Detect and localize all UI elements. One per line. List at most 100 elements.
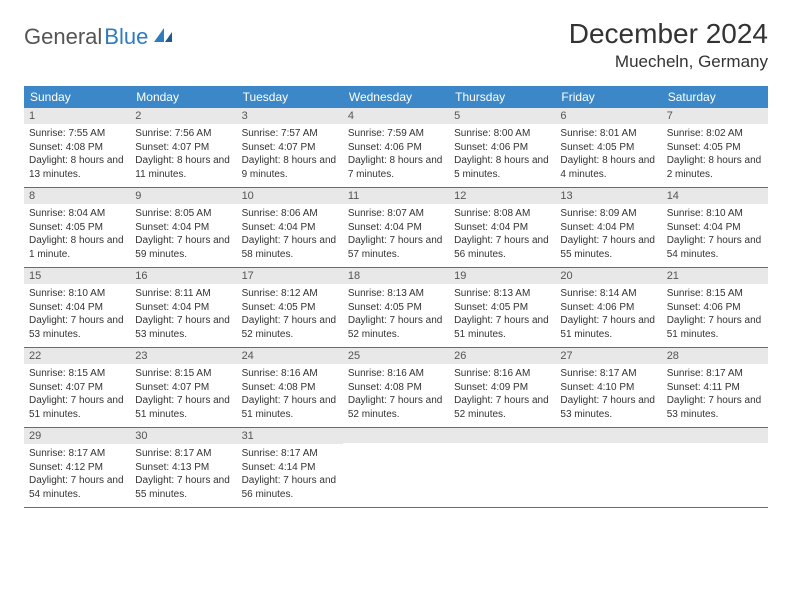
sunrise-line: Sunrise: 8:07 AM [348, 207, 444, 221]
daylight-line: Daylight: 7 hours and 51 minutes. [560, 314, 656, 341]
sunrise-line: Sunrise: 8:16 AM [454, 367, 550, 381]
logo-text-general: General [24, 24, 102, 50]
sunrise-line: Sunrise: 8:11 AM [135, 287, 231, 301]
day-number: 9 [130, 188, 236, 204]
day-body: Sunrise: 8:16 AMSunset: 4:08 PMDaylight:… [343, 364, 449, 427]
day-body-empty [449, 443, 555, 491]
day-body: Sunrise: 8:17 AMSunset: 4:11 PMDaylight:… [662, 364, 768, 427]
sunset-line: Sunset: 4:04 PM [135, 301, 231, 315]
day-body-empty [555, 443, 661, 491]
sunrise-line: Sunrise: 8:15 AM [29, 367, 125, 381]
sunset-line: Sunset: 4:08 PM [29, 141, 125, 155]
day-body: Sunrise: 7:55 AMSunset: 4:08 PMDaylight:… [24, 124, 130, 187]
sunset-line: Sunset: 4:04 PM [348, 221, 444, 235]
daylight-line: Daylight: 8 hours and 11 minutes. [135, 154, 231, 181]
sunrise-line: Sunrise: 8:16 AM [348, 367, 444, 381]
weekday-header: Saturday [662, 86, 768, 108]
calendar-cell: 18Sunrise: 8:13 AMSunset: 4:05 PMDayligh… [343, 268, 449, 348]
calendar-cell: 14Sunrise: 8:10 AMSunset: 4:04 PMDayligh… [662, 188, 768, 268]
calendar-cell: 26Sunrise: 8:16 AMSunset: 4:09 PMDayligh… [449, 348, 555, 428]
sunrise-line: Sunrise: 8:10 AM [667, 207, 763, 221]
sunrise-line: Sunrise: 8:14 AM [560, 287, 656, 301]
day-body: Sunrise: 8:14 AMSunset: 4:06 PMDaylight:… [555, 284, 661, 347]
day-body: Sunrise: 8:15 AMSunset: 4:07 PMDaylight:… [24, 364, 130, 427]
daylight-line: Daylight: 7 hours and 51 minutes. [29, 394, 125, 421]
sunset-line: Sunset: 4:10 PM [560, 381, 656, 395]
day-body: Sunrise: 8:04 AMSunset: 4:05 PMDaylight:… [24, 204, 130, 267]
weekday-header: Monday [130, 86, 236, 108]
logo-text-blue: Blue [104, 24, 148, 50]
daylight-line: Daylight: 7 hours and 53 minutes. [135, 314, 231, 341]
day-number-empty [555, 428, 661, 443]
weekday-header: Wednesday [343, 86, 449, 108]
calendar-cell: 29Sunrise: 8:17 AMSunset: 4:12 PMDayligh… [24, 428, 130, 508]
day-body-empty [343, 443, 449, 491]
sunset-line: Sunset: 4:07 PM [135, 141, 231, 155]
daylight-line: Daylight: 7 hours and 55 minutes. [560, 234, 656, 261]
calendar-cell: 30Sunrise: 8:17 AMSunset: 4:13 PMDayligh… [130, 428, 236, 508]
calendar-cell: 3Sunrise: 7:57 AMSunset: 4:07 PMDaylight… [237, 108, 343, 188]
sunset-line: Sunset: 4:04 PM [29, 301, 125, 315]
daylight-line: Daylight: 8 hours and 1 minute. [29, 234, 125, 261]
sunrise-line: Sunrise: 8:13 AM [348, 287, 444, 301]
calendar-cell: 25Sunrise: 8:16 AMSunset: 4:08 PMDayligh… [343, 348, 449, 428]
day-number: 19 [449, 268, 555, 284]
day-body: Sunrise: 8:15 AMSunset: 4:07 PMDaylight:… [130, 364, 236, 427]
day-body: Sunrise: 8:17 AMSunset: 4:13 PMDaylight:… [130, 444, 236, 507]
header: General Blue December 2024 Muecheln, Ger… [24, 18, 768, 72]
calendar-cell [662, 428, 768, 508]
daylight-line: Daylight: 8 hours and 2 minutes. [667, 154, 763, 181]
day-number: 25 [343, 348, 449, 364]
day-body: Sunrise: 8:16 AMSunset: 4:08 PMDaylight:… [237, 364, 343, 427]
day-number: 14 [662, 188, 768, 204]
daylight-line: Daylight: 7 hours and 59 minutes. [135, 234, 231, 261]
day-number: 11 [343, 188, 449, 204]
sunrise-line: Sunrise: 8:00 AM [454, 127, 550, 141]
calendar-cell: 1Sunrise: 7:55 AMSunset: 4:08 PMDaylight… [24, 108, 130, 188]
calendar-cell [555, 428, 661, 508]
weekday-header: Thursday [449, 86, 555, 108]
day-number-empty [343, 428, 449, 443]
day-number: 5 [449, 108, 555, 124]
calendar-cell: 24Sunrise: 8:16 AMSunset: 4:08 PMDayligh… [237, 348, 343, 428]
sunset-line: Sunset: 4:06 PM [348, 141, 444, 155]
day-number: 12 [449, 188, 555, 204]
calendar-cell: 31Sunrise: 8:17 AMSunset: 4:14 PMDayligh… [237, 428, 343, 508]
day-body: Sunrise: 7:56 AMSunset: 4:07 PMDaylight:… [130, 124, 236, 187]
sunrise-line: Sunrise: 8:15 AM [135, 367, 231, 381]
day-number: 3 [237, 108, 343, 124]
sunset-line: Sunset: 4:05 PM [348, 301, 444, 315]
month-title: December 2024 [569, 18, 768, 50]
day-body: Sunrise: 8:06 AMSunset: 4:04 PMDaylight:… [237, 204, 343, 267]
day-number: 16 [130, 268, 236, 284]
day-body-empty [662, 443, 768, 491]
daylight-line: Daylight: 7 hours and 57 minutes. [348, 234, 444, 261]
sunrise-line: Sunrise: 8:06 AM [242, 207, 338, 221]
calendar-cell: 11 Sunrise: 8:07 AMSunset: 4:04 PMDayligh… [343, 188, 449, 268]
day-number: 4 [343, 108, 449, 124]
calendar-cell: 23Sunrise: 8:15 AMSunset: 4:07 PMDayligh… [130, 348, 236, 428]
daylight-line: Daylight: 7 hours and 58 minutes. [242, 234, 338, 261]
daylight-line: Daylight: 7 hours and 54 minutes. [667, 234, 763, 261]
daylight-line: Daylight: 7 hours and 51 minutes. [135, 394, 231, 421]
day-number: 24 [237, 348, 343, 364]
day-body: Sunrise: 8:16 AMSunset: 4:09 PMDaylight:… [449, 364, 555, 427]
calendar-cell: 13Sunrise: 8:09 AMSunset: 4:04 PMDayligh… [555, 188, 661, 268]
sunrise-line: Sunrise: 8:04 AM [29, 207, 125, 221]
day-body: Sunrise: 7:59 AMSunset: 4:06 PMDaylight:… [343, 124, 449, 187]
calendar-cell: 21Sunrise: 8:15 AMSunset: 4:06 PMDayligh… [662, 268, 768, 348]
sunset-line: Sunset: 4:04 PM [135, 221, 231, 235]
day-body: Sunrise: 8:02 AMSunset: 4:05 PMDaylight:… [662, 124, 768, 187]
day-number: 23 [130, 348, 236, 364]
calendar-body: 1Sunrise: 7:55 AMSunset: 4:08 PMDaylight… [24, 108, 768, 508]
daylight-line: Daylight: 7 hours and 52 minutes. [348, 394, 444, 421]
calendar-row: 22Sunrise: 8:15 AMSunset: 4:07 PMDayligh… [24, 348, 768, 428]
day-number: 1 [24, 108, 130, 124]
day-number: 22 [24, 348, 130, 364]
calendar-table: SundayMondayTuesdayWednesdayThursdayFrid… [24, 86, 768, 508]
daylight-line: Daylight: 7 hours and 56 minutes. [454, 234, 550, 261]
sunrise-line: Sunrise: 8:17 AM [135, 447, 231, 461]
sunset-line: Sunset: 4:04 PM [560, 221, 656, 235]
daylight-line: Daylight: 7 hours and 52 minutes. [454, 394, 550, 421]
sunset-line: Sunset: 4:07 PM [242, 141, 338, 155]
